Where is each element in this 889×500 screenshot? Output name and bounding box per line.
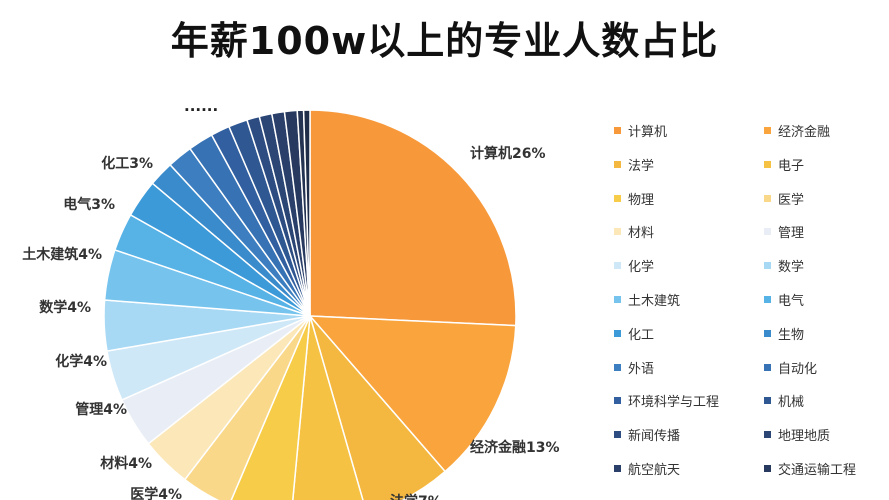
pie-slice-1: [308, 315, 517, 473]
slice-label-6: 材料4%: [100, 455, 152, 472]
legend-item-10: 土木建筑: [614, 290, 680, 309]
legend-item-16: 环境科学与工程: [614, 391, 719, 410]
pie-slice-23: [302, 109, 311, 317]
legend-label: 化学: [628, 260, 655, 276]
legend-item-20: 航空航天: [614, 459, 680, 478]
legend-swatch: [764, 127, 771, 134]
legend-label: 生物: [778, 327, 805, 343]
slice-labels: 计算机26% 经济金融13% 法学7% 医学4% 材料4% 管理4% 化学4% 数学4% 土木建…: [22, 145, 559, 500]
legend-item-6: 材料: [614, 222, 654, 241]
slice-label-0: 计算机26%: [470, 145, 546, 162]
legend-label: 化工: [628, 327, 655, 343]
slice-label-2: 法学7%: [390, 493, 442, 500]
legend-swatch: [764, 160, 771, 168]
legend-item-17: 机械: [764, 391, 804, 410]
slice-label-9: 数学4%: [39, 299, 91, 316]
legend-swatch: [614, 329, 621, 337]
legend-label: 环境科学与工程: [628, 395, 720, 411]
legend-item-15: 自动化: [764, 358, 817, 377]
legend-swatch: [614, 397, 621, 405]
legend-swatch: [614, 431, 621, 439]
legend-swatch: [614, 160, 621, 168]
slice-label-11: 电气3%: [63, 196, 115, 213]
legend-item-11: 电气: [764, 290, 804, 309]
legend-label: 交通运输工程: [778, 463, 857, 478]
legend-label: 计算机: [628, 125, 668, 140]
slice-label-8: 化学4%: [55, 353, 107, 370]
legend-swatch: [764, 431, 771, 439]
legend-label: 物理: [628, 192, 655, 208]
legend-item-21: 交通运输工程: [764, 459, 856, 478]
legend-swatch: [764, 397, 771, 405]
slice-label-1: 经济金融13%: [470, 439, 560, 456]
pie-slice-3: [292, 315, 364, 500]
legend-item-19: 地理地质: [764, 425, 830, 444]
legend-label: 电气: [778, 294, 805, 309]
pie-slice-0: [309, 109, 517, 327]
legend-swatch: [764, 363, 771, 371]
legend-label: 电子: [778, 158, 805, 174]
legend-swatch: [614, 127, 621, 134]
pie-slice-2: [309, 315, 447, 500]
legend-label: 管理: [778, 226, 805, 242]
legend-swatch: [614, 465, 621, 472]
legend-label: 航空航天: [628, 463, 681, 478]
legend-item-18: 新闻传播: [614, 425, 680, 444]
legend-item-8: 化学: [614, 256, 654, 275]
legend-swatch: [614, 296, 621, 303]
legend-swatch: [614, 262, 621, 270]
legend-label: 机械: [778, 395, 805, 411]
legend-swatch: [764, 329, 771, 337]
legend-label: 自动化: [778, 361, 818, 377]
pie-slices: [103, 109, 517, 500]
legend-label: 新闻传播: [628, 429, 681, 445]
omitted-slices-annotation: ......: [184, 97, 218, 115]
slice-label-10: 土木建筑4%: [22, 246, 102, 263]
legend-swatch: [614, 363, 621, 371]
legend-swatch: [764, 228, 771, 236]
legend-swatch: [764, 262, 771, 270]
legend-label: 法学: [628, 158, 655, 174]
legend-label: 经济金融: [778, 125, 831, 140]
chart-title: 年薪100w以上的专业人数占比: [170, 19, 719, 63]
legend-swatch: [614, 194, 621, 202]
legend-item-1: 经济金融: [764, 121, 830, 140]
legend-item-9: 数学: [764, 256, 804, 275]
slice-label-5: 医学4%: [130, 486, 182, 500]
legend-item-12: 化工: [614, 324, 654, 343]
legend-item-14: 外语: [614, 358, 654, 377]
slice-label-7: 管理4%: [75, 401, 127, 418]
legend-swatch: [764, 296, 771, 303]
legend-label: 材料: [628, 226, 655, 242]
legend-swatch: [614, 228, 621, 236]
legend-label: 数学: [778, 260, 805, 276]
legend-item-5: 医学: [764, 189, 804, 208]
legend-item-3: 电子: [764, 155, 804, 174]
legend-swatch: [764, 465, 771, 472]
legend-item-4: 物理: [614, 189, 654, 208]
slice-label-12: 化工3%: [101, 155, 153, 172]
legend-item-2: 法学: [614, 155, 654, 174]
legend-item-7: 管理: [764, 222, 804, 241]
legend-swatch: [764, 194, 771, 202]
legend-label: 医学: [778, 192, 805, 208]
legend-label: 外语: [628, 361, 655, 377]
legend-item-13: 生物: [764, 324, 804, 343]
legend-item-0: 计算机: [614, 121, 667, 140]
legend-label: 地理地质: [778, 429, 831, 445]
legend-label: 土木建筑: [628, 294, 681, 309]
